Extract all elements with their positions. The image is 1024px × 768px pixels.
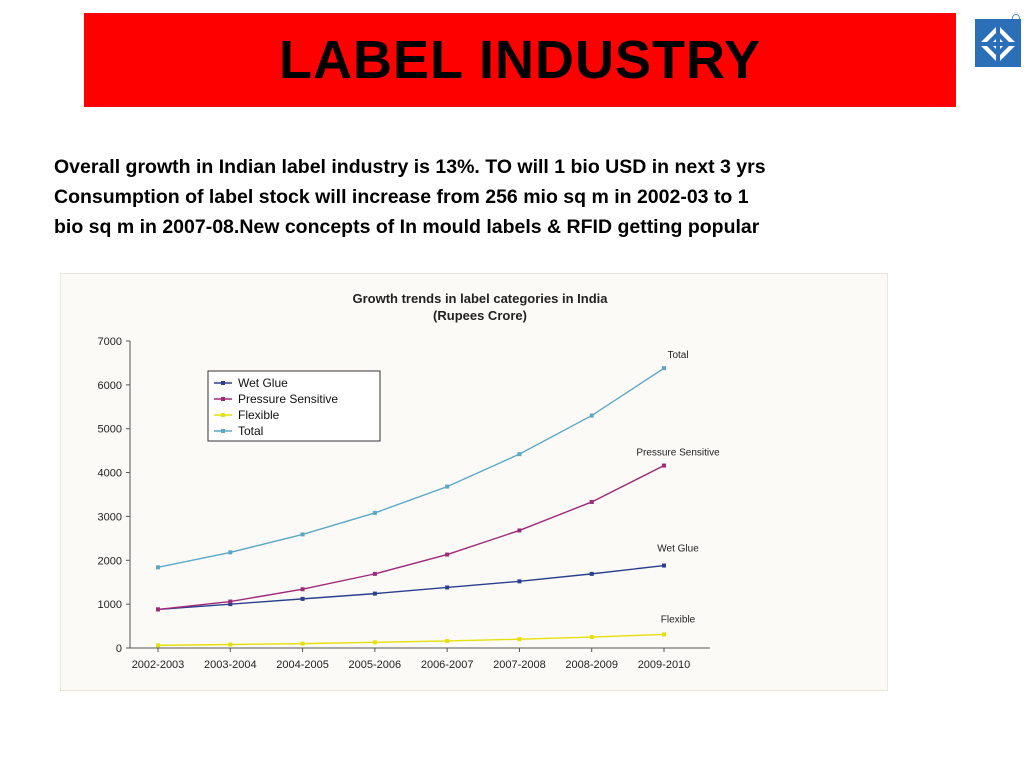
x-tick-label: 2002-2003 — [132, 659, 185, 671]
line-chart: Growth trends in label categories in Ind… — [60, 273, 888, 691]
data-point — [589, 413, 594, 418]
legend-label: Pressure Sensitive — [238, 392, 338, 406]
summary-line: Consumption of label stock will increase… — [54, 186, 749, 208]
data-point — [517, 528, 522, 533]
y-tick-label: 6000 — [98, 380, 122, 392]
x-tick-label: 2005-2006 — [349, 659, 402, 671]
summary-text: Overall growth in Indian label industry … — [54, 152, 1004, 242]
data-point — [156, 607, 160, 612]
chart-title: Growth trends in label categories in Ind… — [353, 291, 609, 306]
data-point — [228, 602, 233, 607]
data-point — [445, 552, 450, 557]
series-end-label: Flexible — [661, 614, 696, 625]
x-tick-label: 2006-2007 — [421, 659, 474, 671]
y-tick-label: 1000 — [98, 599, 122, 611]
chart-figure: Growth trends in label categories in Ind… — [60, 273, 888, 691]
data-point — [300, 596, 305, 601]
chart-subtitle: (Rupees Crore) — [433, 308, 527, 323]
data-point — [300, 641, 305, 646]
data-point — [156, 565, 160, 570]
data-point — [662, 563, 666, 568]
legend-label: Wet Glue — [238, 376, 288, 390]
data-point — [228, 550, 233, 555]
y-tick-label: 4000 — [98, 468, 122, 480]
data-point — [517, 637, 522, 642]
data-point — [517, 579, 522, 584]
data-point — [445, 484, 450, 489]
summary-line: bio sq m in 2007-08.New concepts of In m… — [54, 216, 760, 238]
legend-marker — [221, 413, 225, 417]
data-point — [445, 585, 450, 590]
x-tick-label: 2004-2005 — [276, 659, 329, 671]
data-point — [228, 599, 233, 604]
data-point — [156, 643, 160, 648]
data-point — [300, 587, 305, 592]
legend-label: Total — [238, 424, 263, 438]
legend-marker — [221, 397, 225, 401]
data-point — [517, 452, 522, 457]
x-tick-label: 2008-2009 — [565, 659, 618, 671]
data-point — [445, 638, 450, 643]
data-point — [662, 366, 666, 371]
x-tick-label: 2007-2008 — [493, 659, 546, 671]
x-tick-label: 2009-2010 — [638, 659, 691, 671]
series-end-label: Total — [667, 350, 688, 361]
series-line — [157, 633, 665, 647]
y-tick-label: 7000 — [98, 336, 122, 348]
title-banner: LABEL INDUSTRY — [84, 13, 956, 107]
data-point — [589, 635, 594, 640]
y-tick-label: 5000 — [98, 424, 122, 436]
data-point — [589, 499, 594, 504]
data-point — [372, 571, 377, 576]
legend-marker — [221, 381, 225, 385]
series-line — [157, 564, 665, 611]
data-point — [589, 571, 594, 576]
data-point — [372, 640, 377, 645]
x-tick-label: 2003-2004 — [204, 659, 257, 671]
data-point — [228, 642, 233, 647]
legend-label: Flexible — [238, 408, 280, 422]
chart-legend — [207, 370, 381, 442]
data-point — [372, 510, 377, 515]
y-tick-label: 0 — [116, 643, 122, 655]
data-point — [300, 532, 305, 537]
summary-line: Overall growth in Indian label industry … — [54, 156, 766, 178]
series-line — [157, 464, 665, 611]
slide-title: LABEL INDUSTRY — [278, 30, 762, 90]
y-tick-label: 2000 — [98, 555, 122, 567]
data-point — [662, 463, 666, 468]
data-point — [372, 591, 377, 596]
series-end-label: Wet Glue — [657, 544, 699, 555]
series-end-label: Pressure Sensitive — [636, 448, 720, 459]
legend-marker — [221, 429, 225, 433]
series-line — [157, 367, 665, 568]
data-point — [662, 632, 666, 637]
company-logo-icon — [975, 14, 1021, 67]
y-tick-label: 3000 — [98, 511, 122, 523]
